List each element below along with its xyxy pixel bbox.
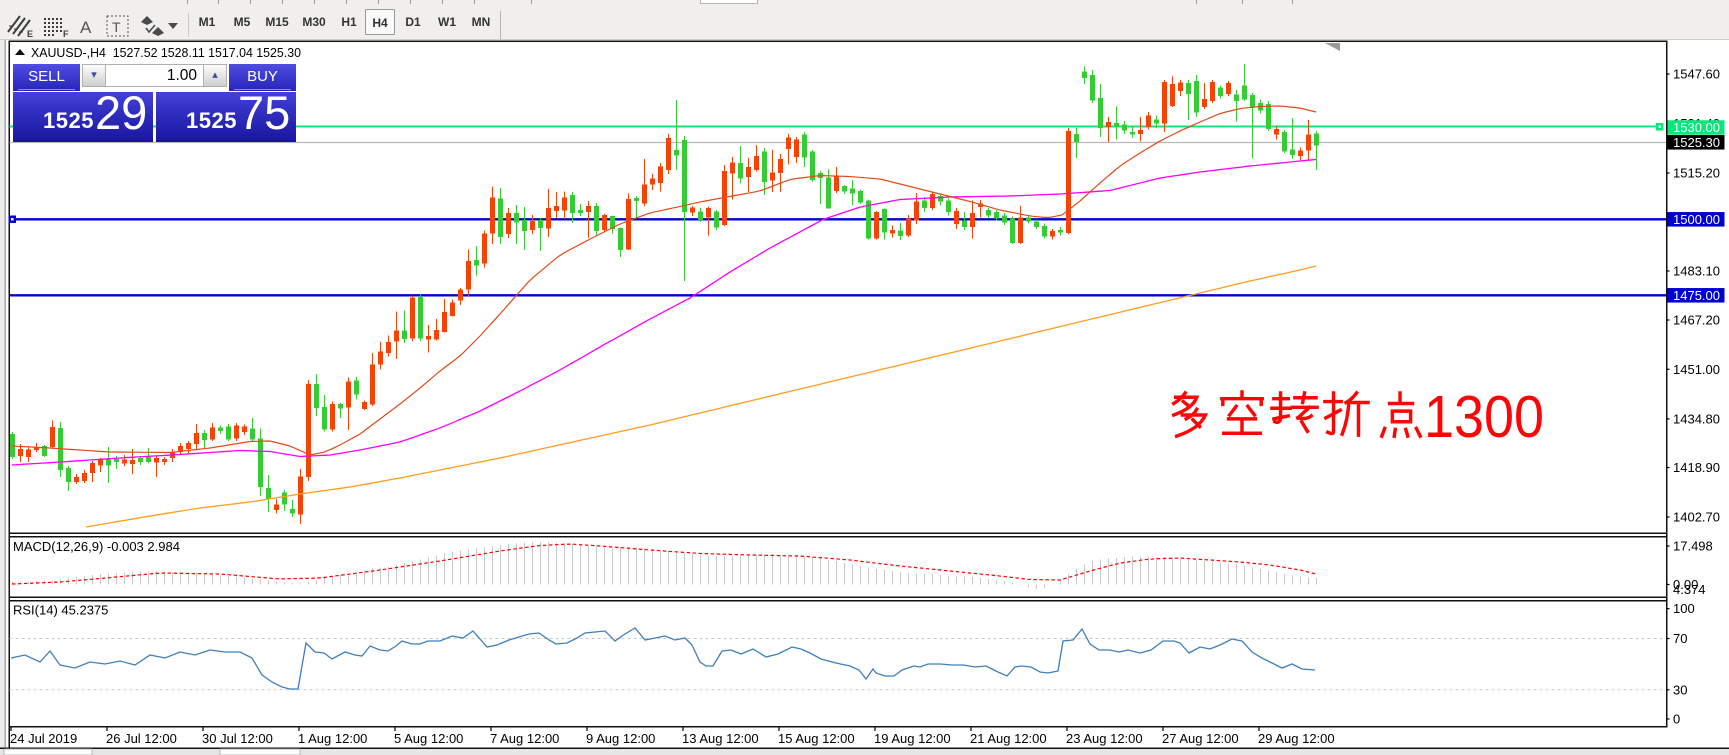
svg-text:1451.00: 1451.00	[1673, 362, 1720, 377]
svg-text:1483.10: 1483.10	[1673, 264, 1720, 279]
svg-text:30: 30	[1673, 682, 1687, 697]
svg-text:F: F	[63, 29, 69, 39]
svg-text:1300: 1300	[1424, 384, 1544, 450]
svg-text:T: T	[112, 19, 121, 35]
svg-text:5 Aug 12:00: 5 Aug 12:00	[394, 731, 463, 746]
svg-text:1500.00: 1500.00	[1673, 212, 1720, 227]
svg-text:1475.00: 1475.00	[1673, 288, 1720, 303]
svg-text:15 Aug 12:00: 15 Aug 12:00	[778, 731, 855, 746]
svg-text:MACD(12,26,9) -0.003 2.984: MACD(12,26,9) -0.003 2.984	[13, 539, 180, 554]
svg-text:E: E	[27, 29, 33, 39]
svg-text:1530.00: 1530.00	[1673, 120, 1720, 135]
svg-text:100: 100	[1673, 601, 1695, 616]
svg-text:1467.20: 1467.20	[1673, 313, 1720, 328]
svg-text:1402.70: 1402.70	[1673, 510, 1720, 525]
svg-text:13 Aug 12:00: 13 Aug 12:00	[682, 731, 759, 746]
svg-text:1418.90: 1418.90	[1673, 460, 1720, 475]
svg-text:19 Aug 12:00: 19 Aug 12:00	[874, 731, 951, 746]
svg-text:70: 70	[1673, 631, 1687, 646]
svg-text:1525.30: 1525.30	[1673, 135, 1720, 150]
svg-text:4.374: 4.374	[1673, 582, 1706, 597]
svg-text:XAUUSD-,H4 1527.52 1528.11 15: XAUUSD-,H4 1527.52 1528.11 1517.04 1525.…	[31, 45, 301, 60]
svg-text:0.00: 0.00	[1673, 577, 1698, 592]
svg-text:17.498: 17.498	[1673, 539, 1713, 554]
svg-text:21 Aug 12:00: 21 Aug 12:00	[970, 731, 1047, 746]
svg-text:9 Aug 12:00: 9 Aug 12:00	[586, 731, 655, 746]
svg-text:1515.20: 1515.20	[1673, 166, 1720, 181]
svg-text:24 Jul 2019: 24 Jul 2019	[10, 731, 77, 746]
svg-text:23 Aug 12:00: 23 Aug 12:00	[1066, 731, 1143, 746]
svg-text:30 Jul 12:00: 30 Jul 12:00	[202, 731, 273, 746]
svg-text:7 Aug 12:00: 7 Aug 12:00	[490, 731, 559, 746]
svg-text:27 Aug 12:00: 27 Aug 12:00	[1162, 731, 1239, 746]
svg-text:A: A	[80, 18, 92, 37]
svg-text:29 Aug 12:00: 29 Aug 12:00	[1258, 731, 1335, 746]
svg-text:1434.80: 1434.80	[1673, 411, 1720, 426]
svg-text:26 Jul 12:00: 26 Jul 12:00	[106, 731, 177, 746]
svg-text:1 Aug 12:00: 1 Aug 12:00	[298, 731, 367, 746]
svg-text:0: 0	[1673, 712, 1680, 727]
svg-text:RSI(14) 45.2375: RSI(14) 45.2375	[13, 603, 108, 618]
svg-text:1547.60: 1547.60	[1673, 67, 1720, 82]
